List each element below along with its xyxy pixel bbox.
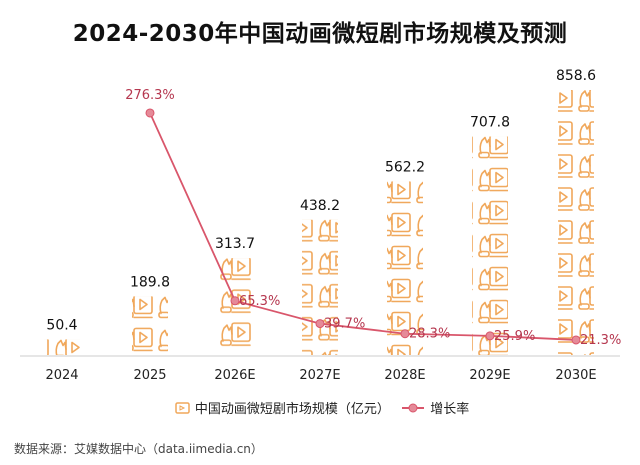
x-tick-label: 2024 [45,368,78,383]
chart-plot: 50.4 2024 189.8 2025 313.7 2026E 438.2 2027E 562… [20,68,621,383]
bar-value-label: 50.4 [46,317,77,333]
bar-value-label: 189.8 [130,274,170,290]
bar-value-label: 438.2 [300,198,340,214]
legend-line-label: 增长率 [430,402,470,417]
chart-title: 2024-2030年中国动画微短剧市场规模及预测 [72,21,568,47]
growth-rate-line [149,112,577,341]
growth-rate-label: 276.3% [125,88,175,103]
growth-rate-label: 25.9% [494,329,535,344]
legend: 中国动画微短剧市场规模（亿元） 增长率 [0,398,640,417]
x-tick-label: 2029E [469,368,510,383]
legend-bar-label: 中国动画微短剧市场规模（亿元） [194,402,390,417]
growth-rate-point [230,296,240,306]
growth-rate-point [400,329,410,339]
x-tick-label: 2027E [299,368,340,383]
growth-rate-label: 39.7% [324,317,365,332]
growth-rate-label: 65.3% [239,294,280,309]
bar [558,90,594,355]
bar-value-label: 313.7 [215,236,255,252]
growth-rate-point [571,335,581,345]
legend-bar-icon [175,401,190,414]
bar-value-label: 858.6 [556,68,596,84]
growth-rate-point [485,331,495,341]
bar-value-label: 707.8 [470,115,510,131]
x-tick-label: 2030E [555,368,596,383]
legend-line-icon [402,403,425,412]
growth-rate-point [145,108,155,118]
growth-rate-label: 28.3% [409,327,450,342]
bar [132,296,168,355]
bar [472,136,508,355]
growth-rate-point [315,319,325,329]
source-note: 数据来源：艾媒数据中心（data.iimedia.cn） [14,442,263,456]
bar [387,181,423,355]
bar [44,339,80,355]
bar-value-label: 562.2 [385,159,425,175]
x-tick-label: 2028E [384,368,425,383]
growth-rate-label: 21.3% [580,333,621,348]
x-tick-label: 2026E [214,368,255,383]
x-tick-label: 2025 [133,368,166,383]
bar [302,219,338,355]
